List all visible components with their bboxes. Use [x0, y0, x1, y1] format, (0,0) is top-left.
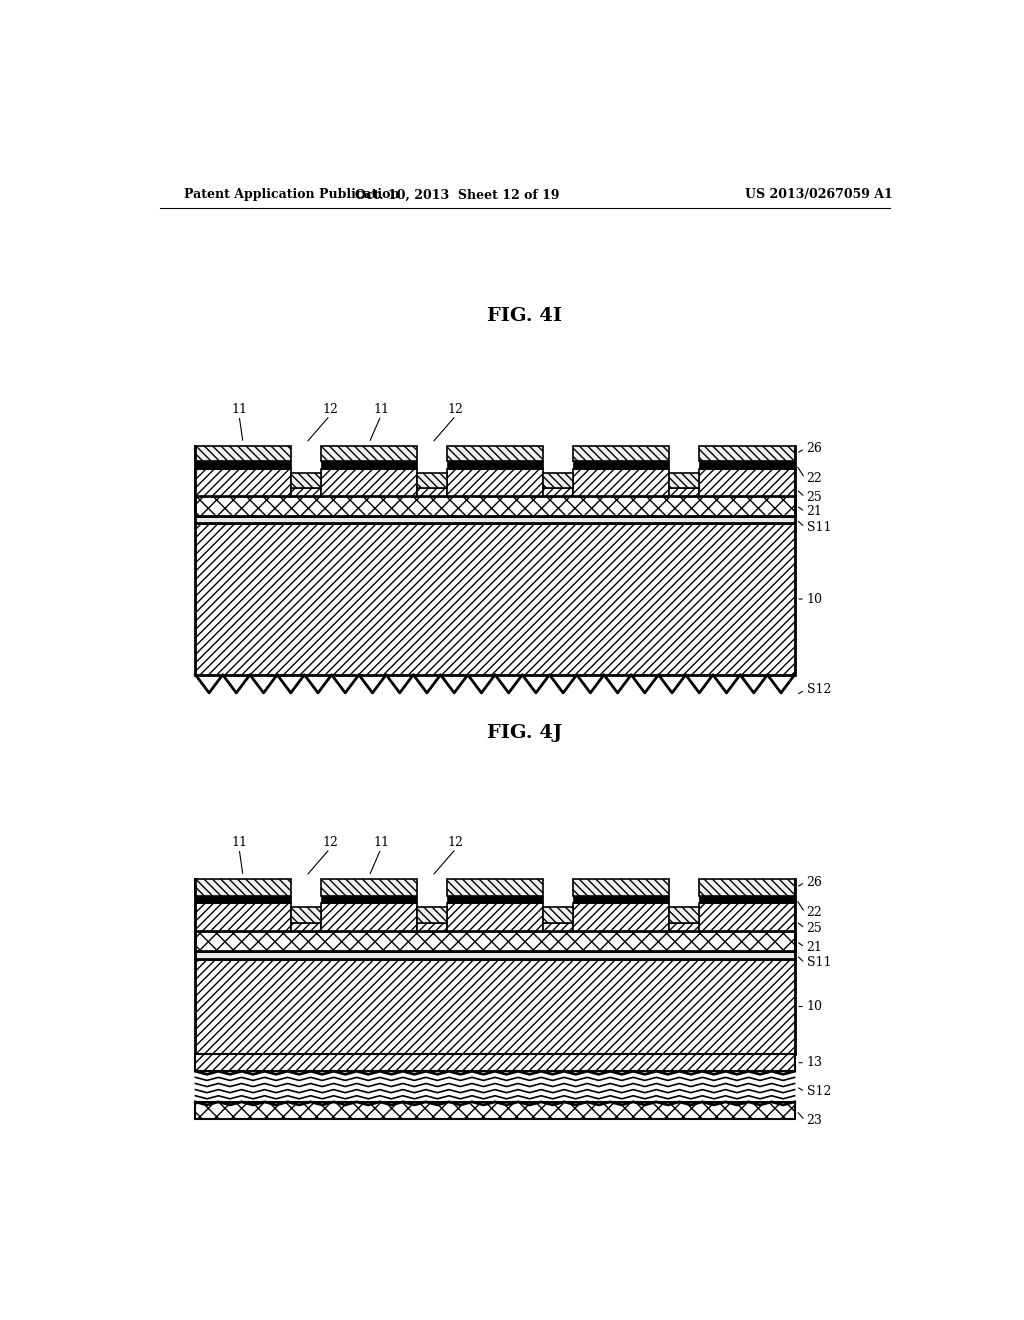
Bar: [291, 474, 322, 488]
Bar: [417, 907, 447, 924]
Bar: [543, 907, 573, 924]
Bar: [196, 895, 291, 903]
Text: 26: 26: [807, 875, 822, 888]
Bar: [669, 488, 699, 496]
Bar: [669, 924, 699, 931]
Bar: [447, 461, 543, 469]
Bar: [699, 895, 795, 903]
Text: 11: 11: [373, 403, 389, 416]
Text: 22: 22: [807, 471, 822, 484]
Bar: [699, 903, 795, 931]
Bar: [699, 461, 795, 469]
Text: 21: 21: [807, 506, 822, 519]
Bar: [196, 1102, 795, 1119]
Bar: [322, 469, 417, 496]
Text: 11: 11: [231, 836, 247, 849]
Bar: [196, 1055, 795, 1072]
Text: 12: 12: [322, 403, 338, 416]
Text: 21: 21: [807, 941, 822, 954]
Text: S11: S11: [807, 957, 831, 969]
Bar: [291, 907, 322, 924]
Bar: [322, 895, 417, 903]
Text: 12: 12: [447, 403, 464, 416]
Bar: [322, 879, 417, 895]
Bar: [291, 924, 322, 931]
Text: 11: 11: [373, 836, 389, 849]
Bar: [196, 496, 795, 516]
Bar: [196, 903, 291, 931]
Bar: [699, 879, 795, 895]
Text: 25: 25: [807, 921, 822, 935]
Bar: [196, 952, 795, 958]
Text: 22: 22: [807, 906, 822, 919]
Bar: [573, 469, 669, 496]
Bar: [699, 469, 795, 496]
Bar: [196, 516, 795, 523]
Bar: [322, 446, 417, 461]
Text: 13: 13: [807, 1056, 822, 1069]
Bar: [669, 907, 699, 924]
Bar: [417, 474, 447, 488]
Text: 12: 12: [322, 836, 338, 849]
Bar: [447, 903, 543, 931]
Bar: [669, 474, 699, 488]
Text: 10: 10: [807, 593, 822, 606]
Text: S11: S11: [807, 521, 831, 533]
Bar: [699, 446, 795, 461]
Bar: [196, 446, 291, 461]
Text: S12: S12: [807, 684, 830, 697]
Bar: [543, 488, 573, 496]
Text: FIG. 4I: FIG. 4I: [487, 308, 562, 325]
Bar: [447, 895, 543, 903]
Bar: [196, 931, 795, 952]
Bar: [573, 446, 669, 461]
Text: 12: 12: [447, 836, 464, 849]
Text: 11: 11: [231, 403, 247, 416]
Bar: [196, 879, 291, 895]
Bar: [291, 488, 322, 496]
Bar: [447, 469, 543, 496]
Text: S12: S12: [807, 1085, 830, 1098]
Bar: [417, 488, 447, 496]
Bar: [447, 446, 543, 461]
Bar: [573, 879, 669, 895]
Bar: [417, 924, 447, 931]
Bar: [196, 469, 291, 496]
Bar: [196, 958, 795, 1055]
Text: FIG. 4J: FIG. 4J: [487, 723, 562, 742]
Bar: [573, 461, 669, 469]
Bar: [196, 461, 291, 469]
Text: US 2013/0267059 A1: US 2013/0267059 A1: [744, 189, 892, 202]
Text: 25: 25: [807, 491, 822, 504]
Bar: [196, 523, 795, 675]
Bar: [322, 903, 417, 931]
Bar: [573, 895, 669, 903]
Bar: [447, 879, 543, 895]
Bar: [322, 461, 417, 469]
Text: 23: 23: [807, 1114, 822, 1127]
Text: Patent Application Publication: Patent Application Publication: [183, 189, 399, 202]
Text: 10: 10: [807, 1001, 822, 1012]
Text: 26: 26: [807, 442, 822, 455]
Bar: [573, 903, 669, 931]
Bar: [543, 474, 573, 488]
Text: Oct. 10, 2013  Sheet 12 of 19: Oct. 10, 2013 Sheet 12 of 19: [355, 189, 559, 202]
Bar: [543, 924, 573, 931]
